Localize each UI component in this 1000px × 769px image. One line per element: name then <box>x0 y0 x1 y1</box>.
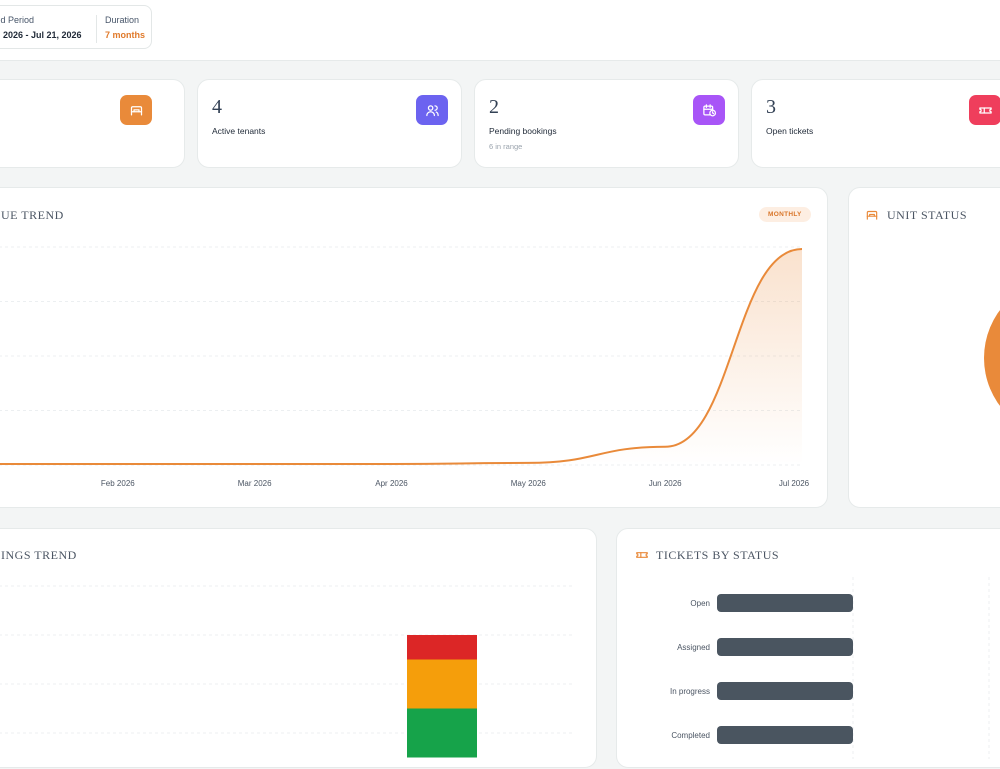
users-icon <box>416 95 448 125</box>
y-category-label: Completed <box>671 731 710 740</box>
period-value: 1, 2026 - Jul 21, 2026 <box>0 30 82 40</box>
bar-segment <box>407 635 477 660</box>
card-title: UNIT STATUS <box>887 208 967 222</box>
bookings-stacked-bar-chart <box>0 585 573 758</box>
revenue-line-chart: Feb 2026 Mar 2026 Apr 2026 May 2026 Jun 2026… <box>0 246 810 488</box>
bookings-trend-card: INGS TREND <box>0 528 597 768</box>
y-category-label: In progress <box>670 687 710 696</box>
card-title: UE TREND <box>1 208 64 222</box>
bar <box>717 594 853 612</box>
y-category-label: Assigned <box>677 643 710 652</box>
revenue-trend-card: UE TREND MONTHLY Feb 2026 Mar 2026 Apr 202… <box>0 187 828 508</box>
bed-icon <box>865 208 879 222</box>
series-line <box>0 248 803 466</box>
pie-slice <box>984 310 1000 406</box>
stat-card-open-tickets[interactable]: 3 Open tickets <box>751 79 1000 168</box>
monthly-badge[interactable]: MONTHLY <box>759 207 811 222</box>
stat-value: 4 <box>212 96 222 118</box>
stat-label: Active tenants <box>212 126 266 136</box>
bar-segment <box>407 659 477 709</box>
period-range: ted Period 1, 2026 - Jul 21, 2026 <box>0 15 82 40</box>
stat-label: Open tickets <box>766 126 814 136</box>
x-tick-label: Jul 2026 <box>779 479 810 488</box>
x-tick-label: Apr 2026 <box>375 479 408 488</box>
stat-card-units[interactable] <box>0 79 185 168</box>
y-category-label: Open <box>690 599 710 608</box>
bar <box>717 638 853 656</box>
bar-segment <box>407 708 477 758</box>
x-tick-label: Feb 2026 <box>101 479 135 488</box>
x-tick-label: Mar 2026 <box>238 479 272 488</box>
period-selector[interactable]: ted Period 1, 2026 - Jul 21, 2026 Durati… <box>0 5 152 49</box>
card-title: TICKETS BY STATUS <box>656 548 780 562</box>
duration-label: Duration <box>105 15 140 25</box>
unit-status-pie <box>984 310 1000 406</box>
unit-status-card: UNIT STATUS <box>848 187 1000 508</box>
stat-card-active-tenants[interactable]: 4 Active tenants <box>197 79 462 168</box>
series-area <box>0 249 802 465</box>
bar <box>717 682 853 700</box>
bed-icon <box>120 95 152 125</box>
period-label: ted Period <box>0 15 35 25</box>
top-bar: ted Period 1, 2026 - Jul 21, 2026 Durati… <box>0 0 1000 61</box>
tickets-bar-chart: Open Assigned In progress Completed <box>670 577 990 759</box>
ticket-icon <box>635 548 649 562</box>
period-duration: Duration 7 months <box>96 15 145 43</box>
x-tick-label: May 2026 <box>511 479 547 488</box>
stat-sub: 6 in range <box>489 142 523 151</box>
stat-value: 3 <box>766 96 776 118</box>
ticket-icon <box>969 95 1000 125</box>
card-title: INGS TREND <box>1 548 77 562</box>
stat-value: 2 <box>489 96 499 118</box>
calendar-clock-icon <box>693 95 725 125</box>
tickets-by-status-card: TICKETS BY STATUS Open Assigned In progres… <box>616 528 1000 768</box>
stat-label: Pending bookings <box>489 126 557 136</box>
bar <box>717 726 853 744</box>
x-tick-label: Jun 2026 <box>649 479 682 488</box>
stat-card-pending-bookings[interactable]: 2 Pending bookings 6 in range <box>474 79 739 168</box>
duration-value: 7 months <box>105 30 146 40</box>
